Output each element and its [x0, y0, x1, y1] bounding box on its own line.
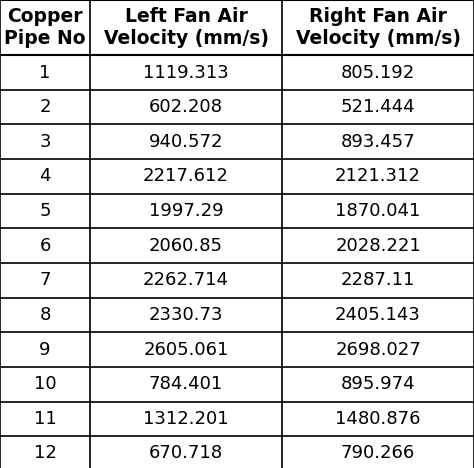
Text: 1870.041: 1870.041	[335, 202, 421, 220]
Text: 10: 10	[34, 375, 56, 393]
Text: 805.192: 805.192	[341, 64, 415, 81]
Text: 2121.312: 2121.312	[335, 168, 421, 185]
Text: 670.718: 670.718	[149, 445, 223, 462]
Text: 7: 7	[39, 271, 51, 289]
Text: 2028.221: 2028.221	[335, 237, 421, 255]
Text: 3: 3	[39, 133, 51, 151]
Text: 8: 8	[39, 306, 51, 324]
Text: 4: 4	[39, 168, 51, 185]
Text: 2405.143: 2405.143	[335, 306, 421, 324]
Text: 11: 11	[34, 410, 56, 428]
Text: 1312.201: 1312.201	[143, 410, 229, 428]
Text: 893.457: 893.457	[341, 133, 415, 151]
Text: 6: 6	[39, 237, 51, 255]
Text: Right Fan Air
Velocity (mm/s): Right Fan Air Velocity (mm/s)	[295, 7, 461, 48]
Text: 940.572: 940.572	[149, 133, 223, 151]
Text: 2287.11: 2287.11	[341, 271, 415, 289]
Text: 2330.73: 2330.73	[149, 306, 223, 324]
Text: 2: 2	[39, 98, 51, 116]
Text: Copper
Pipe No: Copper Pipe No	[4, 7, 86, 48]
Text: 2217.612: 2217.612	[143, 168, 229, 185]
Text: 2060.85: 2060.85	[149, 237, 223, 255]
Text: 790.266: 790.266	[341, 445, 415, 462]
Text: 2605.061: 2605.061	[143, 341, 229, 358]
Text: 521.444: 521.444	[341, 98, 415, 116]
Text: 12: 12	[34, 445, 56, 462]
Text: 2698.027: 2698.027	[335, 341, 421, 358]
Text: 9: 9	[39, 341, 51, 358]
Text: 1119.313: 1119.313	[143, 64, 229, 81]
Text: 895.974: 895.974	[341, 375, 415, 393]
Text: 2262.714: 2262.714	[143, 271, 229, 289]
Text: 784.401: 784.401	[149, 375, 223, 393]
Text: 1: 1	[39, 64, 51, 81]
Text: 5: 5	[39, 202, 51, 220]
Text: Left Fan Air
Velocity (mm/s): Left Fan Air Velocity (mm/s)	[103, 7, 269, 48]
Text: 1997.29: 1997.29	[149, 202, 223, 220]
Text: 1480.876: 1480.876	[335, 410, 421, 428]
Text: 602.208: 602.208	[149, 98, 223, 116]
